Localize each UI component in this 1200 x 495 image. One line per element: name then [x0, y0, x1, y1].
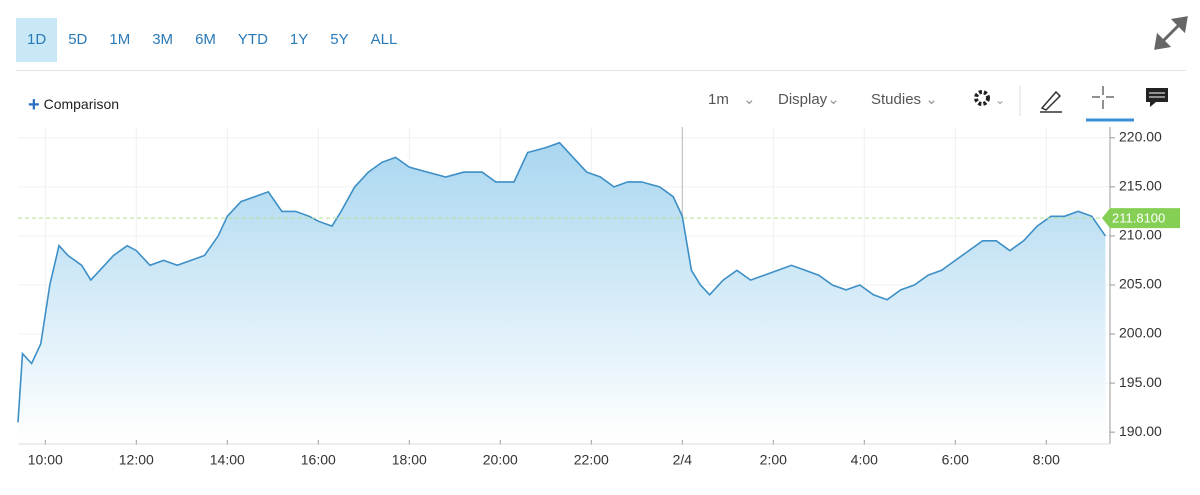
range-button[interactable]: 3M [152, 31, 174, 48]
x-tick-label: 14:00 [210, 452, 245, 468]
comparison-button[interactable]: + Comparison [28, 94, 119, 117]
y-tick-label: 200.00 [1119, 325, 1162, 341]
menu-label: Display [778, 91, 828, 108]
last-price-tag [1102, 208, 1180, 229]
chevron: ⌄ [925, 91, 938, 108]
y-tick-label: 210.00 [1119, 227, 1162, 243]
range-button[interactable]: 5D [68, 31, 88, 48]
x-tick-label: 16:00 [301, 452, 336, 468]
range-button[interactable]: 1M [109, 31, 131, 48]
range-button[interactable]: ALL [370, 31, 398, 48]
range-button[interactable]: 1Y [289, 31, 309, 48]
studies-menu[interactable]: Studies ⌄ [871, 90, 938, 108]
plus-icon: + [28, 94, 40, 116]
y-tick-label: 215.00 [1119, 178, 1162, 194]
range-selector: 1D 5D 1M 3M 6M YTD 1Y 5Y ALL [16, 18, 408, 62]
x-tick-label: 12:00 [119, 452, 154, 468]
x-tick-label: 4:00 [851, 452, 878, 468]
x-tick-label: 6:00 [942, 452, 969, 468]
x-tick-label: 22:00 [574, 452, 609, 468]
svg-text:⌄: ⌄ [995, 93, 1005, 107]
price-area [18, 142, 1106, 440]
range-button[interactable]: 6M [195, 31, 216, 48]
x-tick-label: 10:00 [28, 452, 63, 468]
y-tick-label: 220.00 [1119, 128, 1162, 144]
interval-label: 1m [708, 91, 729, 108]
comment-icon[interactable] [1146, 88, 1168, 107]
range-button[interactable]: 1D [16, 18, 58, 62]
last-price-label: 211.8100 [1112, 211, 1165, 226]
x-tick-label: 20:00 [483, 452, 518, 468]
x-tick-label: 2/4 [673, 452, 693, 468]
settings-icon[interactable]: ⌄ [974, 90, 1005, 107]
expand-icon[interactable] [1154, 16, 1188, 50]
display-menu[interactable]: Display⌄ [778, 90, 840, 108]
range-button[interactable]: 5Y [330, 31, 349, 48]
separator [16, 70, 1186, 71]
chevron: ⌄ [743, 91, 756, 108]
x-tick-label: 8:00 [1033, 452, 1060, 468]
price-line [17, 141, 1107, 423]
chevron: ⌄ [827, 91, 840, 108]
interval-menu[interactable]: 1m ⌄ [708, 90, 756, 108]
draw-icon[interactable] [1040, 90, 1062, 113]
menu-label: Studies [871, 91, 922, 108]
y-tick-label: 205.00 [1119, 276, 1162, 292]
crosshair-icon[interactable] [1092, 86, 1114, 109]
y-tick-label: 190.00 [1119, 423, 1162, 439]
x-tick-label: 2:00 [760, 452, 787, 468]
comparison-label: Comparison [43, 96, 120, 112]
x-tick-label: 18:00 [392, 452, 427, 468]
range-button[interactable]: YTD [237, 31, 268, 48]
y-tick-label: 195.00 [1119, 374, 1162, 390]
